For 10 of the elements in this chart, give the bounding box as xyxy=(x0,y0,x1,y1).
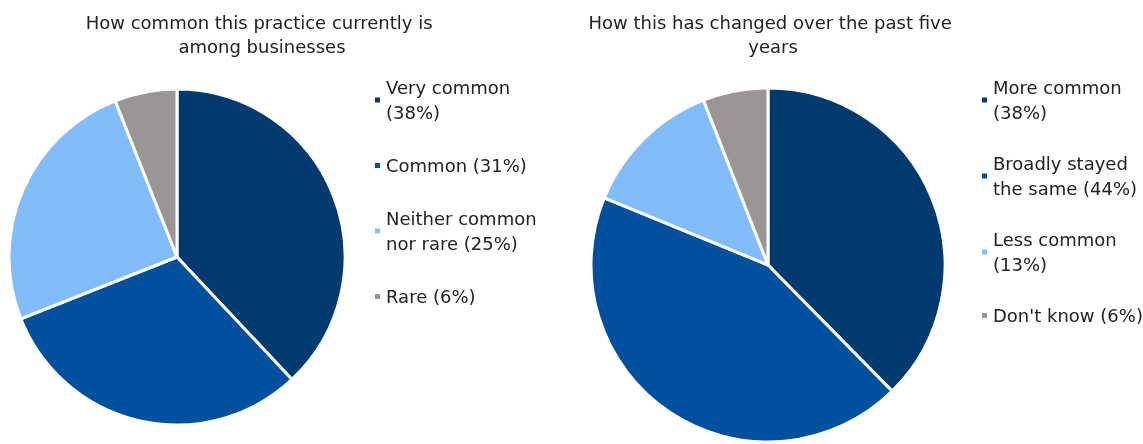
chart-title: How this has changed over the past five years xyxy=(588,11,958,57)
chart-title: How common this practice currently is among businesses xyxy=(85,11,439,57)
legend-label: More common (38%) xyxy=(993,77,1128,123)
legend-label: Broadly stayed the same (44%) xyxy=(993,153,1138,199)
legend-label: Less common (13%) xyxy=(993,229,1123,275)
legend-label: Common (31%) xyxy=(386,155,527,176)
legend-label: Don't know (6%) xyxy=(993,305,1143,326)
legend-label: Neither common nor rare (25%) xyxy=(386,208,543,254)
legend-label: Very common (38%) xyxy=(386,77,516,123)
legend-label: Rare (6%) xyxy=(386,286,476,307)
